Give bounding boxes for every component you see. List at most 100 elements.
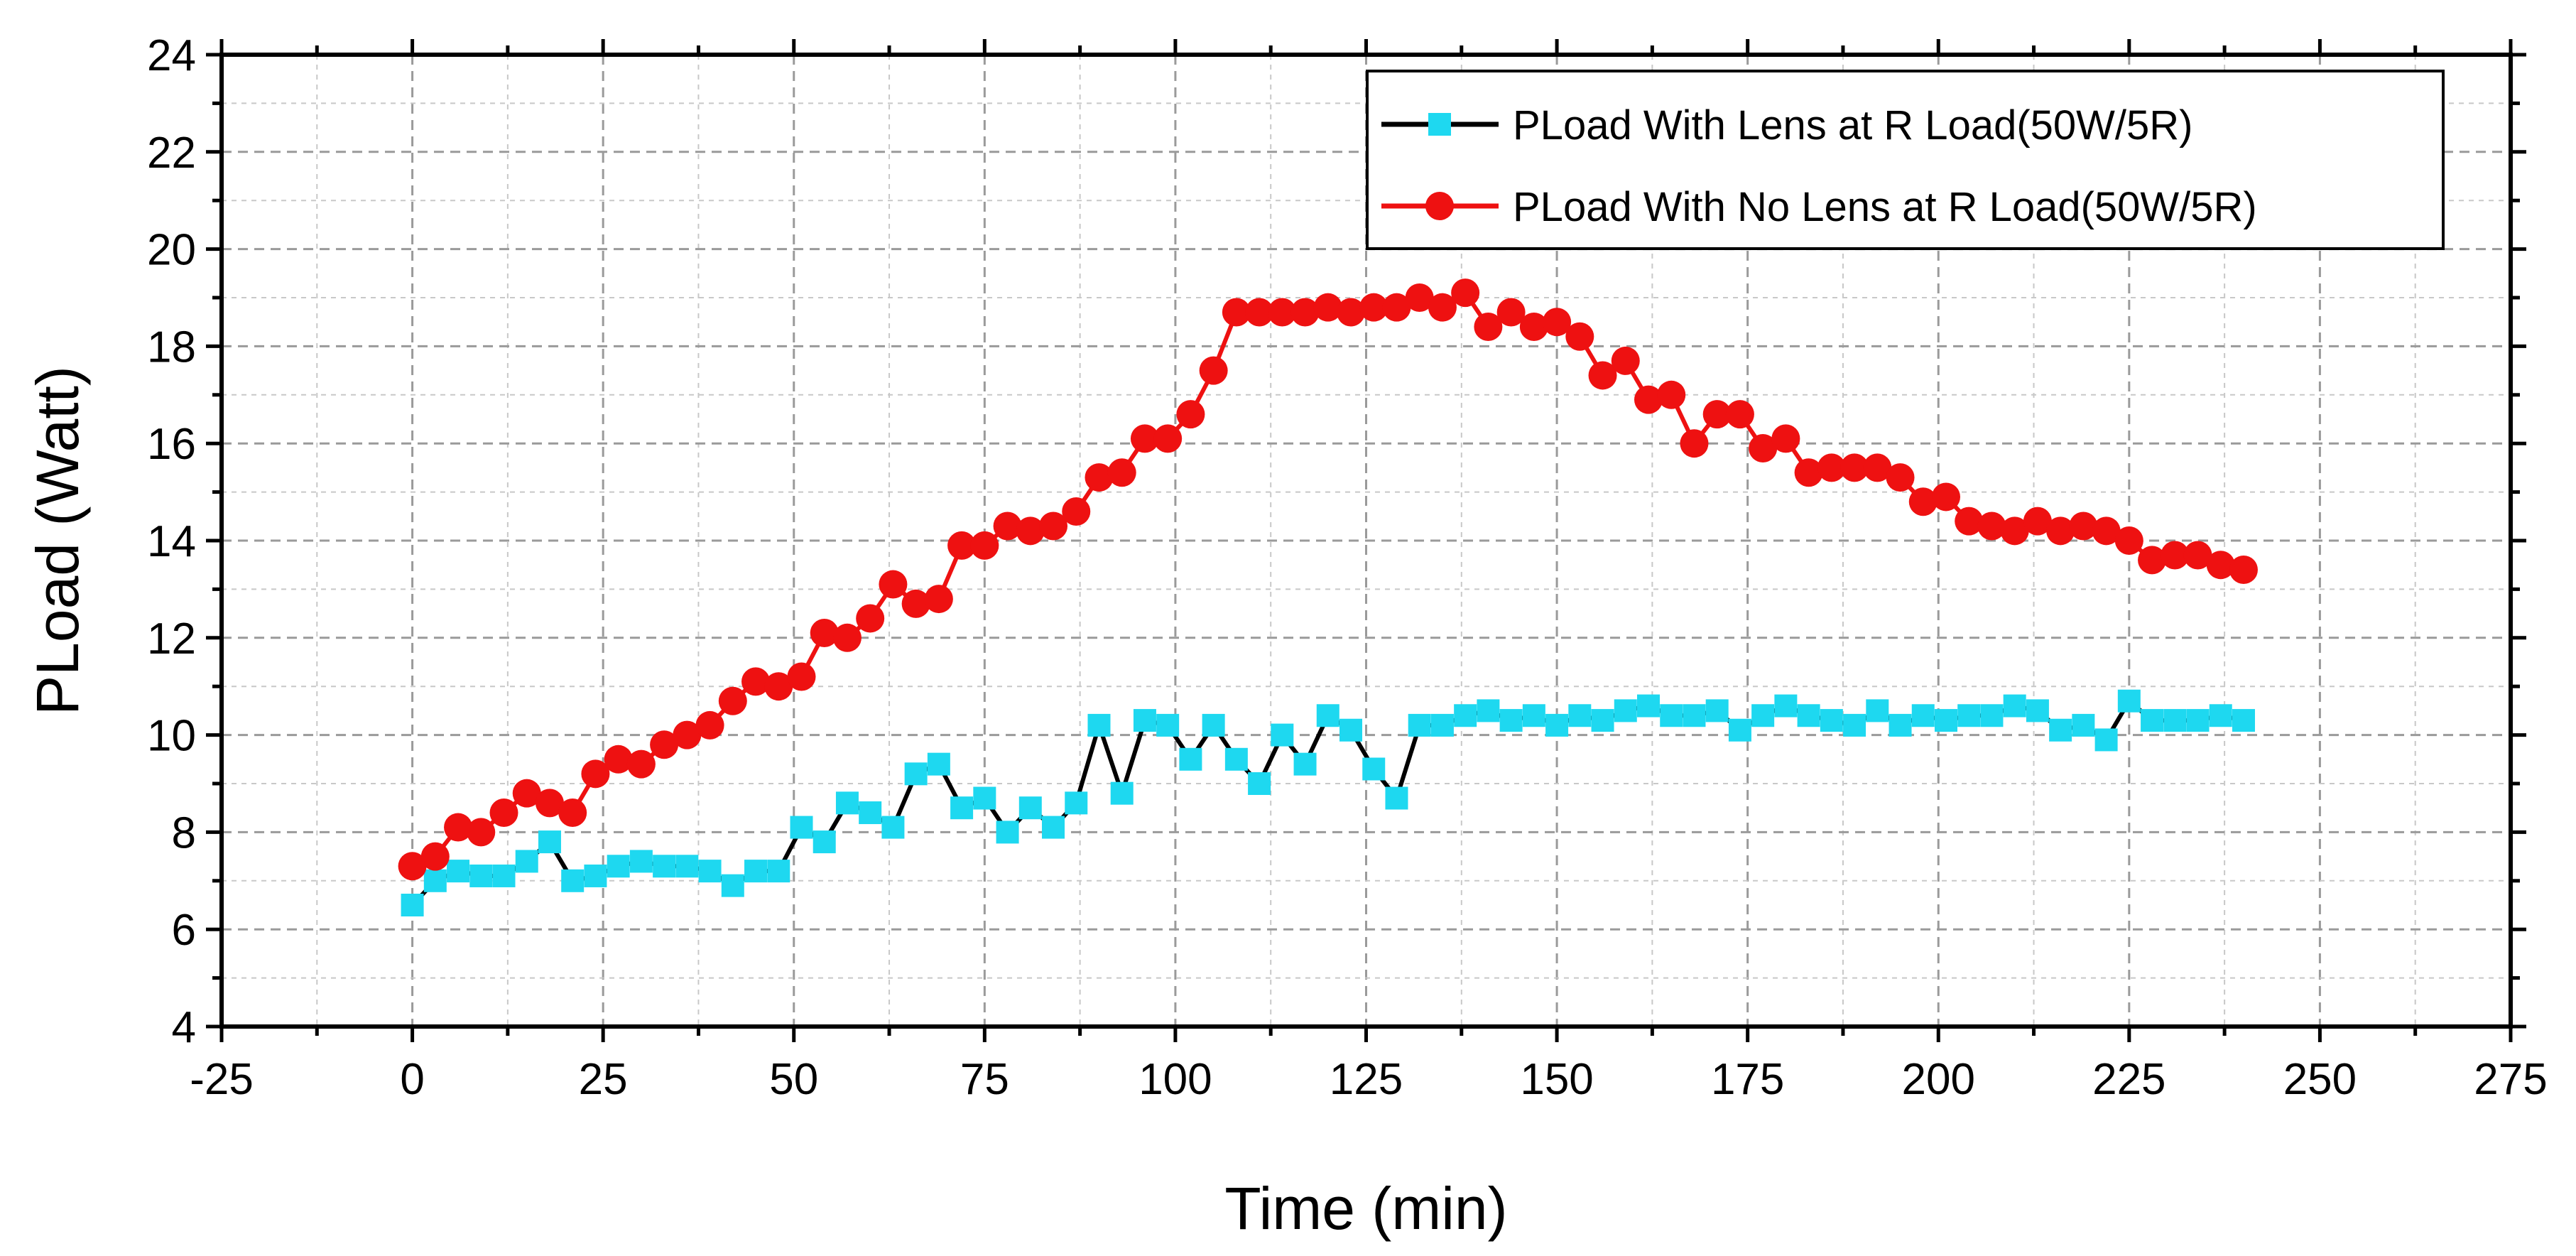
data-point-no-lens xyxy=(1611,346,1640,375)
data-point-lens xyxy=(1957,704,1981,727)
x-tick-label: 100 xyxy=(1138,1055,1212,1104)
data-point-lens xyxy=(1797,704,1820,727)
data-point-lens xyxy=(996,821,1019,844)
data-point-lens xyxy=(950,796,974,820)
data-point-no-lens xyxy=(1428,293,1457,322)
data-point-no-lens xyxy=(2114,526,2143,555)
data-point-no-lens xyxy=(1382,293,1411,322)
data-point-no-lens xyxy=(901,589,930,618)
data-point-no-lens xyxy=(1176,400,1205,429)
data-point-no-lens xyxy=(2046,516,2075,546)
legend-label-no-lens: PLoad With No Lens at R Load(50W/5R) xyxy=(1513,184,2257,230)
data-point-lens xyxy=(1980,704,2004,727)
data-point-no-lens xyxy=(1290,298,1320,327)
data-point-lens xyxy=(1408,713,1431,737)
data-point-no-lens xyxy=(650,730,679,759)
data-point-lens xyxy=(1293,752,1317,776)
data-point-lens xyxy=(538,830,561,854)
data-point-no-lens xyxy=(764,672,793,701)
data-point-lens xyxy=(1568,704,1592,727)
data-point-lens xyxy=(653,855,676,878)
x-tick-label: 250 xyxy=(2283,1055,2357,1104)
data-point-no-lens xyxy=(1085,463,1114,492)
data-point-lens xyxy=(1545,713,1569,737)
data-point-lens xyxy=(1637,694,1661,718)
data-point-lens xyxy=(1614,699,1637,722)
data-point-no-lens xyxy=(1657,380,1686,409)
data-point-lens xyxy=(1820,709,1843,732)
series-line-segment xyxy=(1119,720,1147,794)
data-point-lens xyxy=(1385,786,1408,810)
series-no-lens xyxy=(398,278,2258,881)
data-point-no-lens xyxy=(832,623,862,652)
data-point-no-lens xyxy=(879,570,908,599)
data-point-lens xyxy=(629,850,653,873)
data-point-no-lens xyxy=(695,710,724,740)
data-point-lens xyxy=(2072,713,2095,737)
data-point-no-lens xyxy=(1931,482,1960,511)
data-point-no-lens xyxy=(1955,507,1984,536)
data-point-lens xyxy=(1499,709,1523,732)
y-tick-label: 8 xyxy=(172,808,196,857)
data-point-no-lens xyxy=(467,818,496,847)
data-point-no-lens xyxy=(787,662,816,691)
data-point-lens xyxy=(1934,709,1957,732)
data-point-lens xyxy=(2049,718,2072,742)
data-point-lens xyxy=(1042,816,1065,839)
data-point-lens xyxy=(1224,747,1248,771)
data-point-lens xyxy=(675,855,699,878)
data-point-lens xyxy=(1591,709,1614,732)
data-point-lens xyxy=(469,864,493,887)
data-point-no-lens xyxy=(2161,541,2190,570)
data-point-no-lens xyxy=(924,585,953,614)
y-axis-title: PLoad (Watt) xyxy=(24,366,91,715)
data-point-lens xyxy=(1339,718,1363,742)
data-point-lens xyxy=(1430,713,1454,737)
data-point-no-lens xyxy=(1039,511,1068,541)
data-point-no-lens xyxy=(1451,278,1480,308)
data-point-lens xyxy=(2141,709,2164,732)
data-point-no-lens xyxy=(420,842,450,871)
data-point-no-lens xyxy=(1680,429,1709,458)
y-tick-label: 16 xyxy=(147,420,196,469)
data-point-lens xyxy=(2026,699,2049,722)
data-point-no-lens xyxy=(1496,298,1526,327)
data-point-lens xyxy=(423,869,447,892)
data-point-no-lens xyxy=(718,686,747,715)
legend-label-lens: PLoad With Lens at R Load(50W/5R) xyxy=(1513,102,2192,148)
data-point-no-lens xyxy=(2069,511,2098,541)
data-point-no-lens xyxy=(741,667,771,696)
data-point-lens xyxy=(1271,723,1294,747)
data-point-lens xyxy=(790,816,813,839)
data-point-no-lens xyxy=(2138,546,2167,575)
data-point-lens xyxy=(1888,713,1912,737)
series-line-segment xyxy=(1394,725,1422,799)
data-point-no-lens xyxy=(1519,313,1548,342)
data-point-no-lens xyxy=(1313,293,1342,322)
x-tick-label: -25 xyxy=(190,1055,254,1104)
y-tick-label: 6 xyxy=(172,906,196,955)
data-point-no-lens xyxy=(1634,385,1663,414)
data-point-no-lens xyxy=(1016,516,1045,546)
data-point-lens xyxy=(2186,709,2210,732)
y-tick-label: 4 xyxy=(172,1003,196,1052)
data-point-lens xyxy=(1660,704,1683,727)
legend-marker-lens xyxy=(1428,113,1451,136)
data-point-lens xyxy=(2209,704,2232,727)
data-point-no-lens xyxy=(2206,551,2235,580)
data-point-no-lens xyxy=(1840,453,1869,482)
x-tick-label: 50 xyxy=(769,1055,818,1104)
data-point-lens xyxy=(1316,704,1339,727)
data-point-lens xyxy=(1087,713,1111,737)
data-point-lens xyxy=(721,874,744,897)
data-point-no-lens xyxy=(1543,308,1572,337)
data-point-no-lens xyxy=(1886,463,1915,492)
data-point-lens xyxy=(2117,689,2141,713)
data-point-no-lens xyxy=(993,511,1022,541)
data-point-lens xyxy=(1179,747,1202,771)
data-point-lens xyxy=(1477,699,1500,722)
legend: PLoad With Lens at R Load(50W/5R) PLoad … xyxy=(1366,70,2445,250)
data-point-lens xyxy=(1202,713,1225,737)
data-point-lens xyxy=(561,869,585,892)
data-point-lens xyxy=(1522,704,1545,727)
